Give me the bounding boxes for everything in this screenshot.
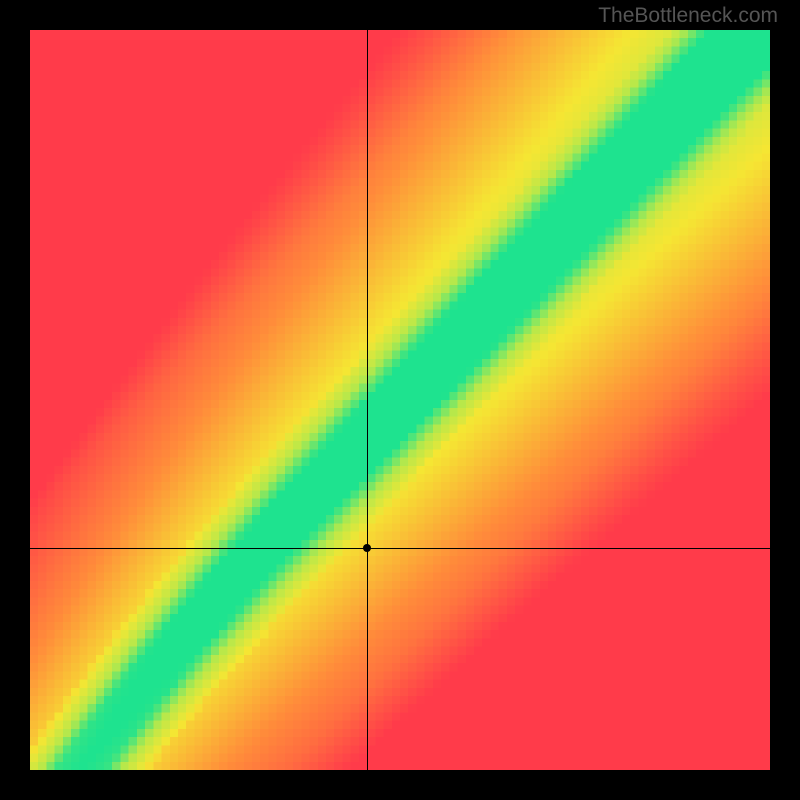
bottleneck-heatmap-chart [30, 30, 770, 770]
crosshair-horizontal [30, 548, 770, 549]
crosshair-vertical [367, 30, 368, 770]
heatmap-canvas [30, 30, 770, 770]
crosshair-point [363, 544, 371, 552]
watermark-text: TheBottleneck.com [598, 4, 778, 28]
